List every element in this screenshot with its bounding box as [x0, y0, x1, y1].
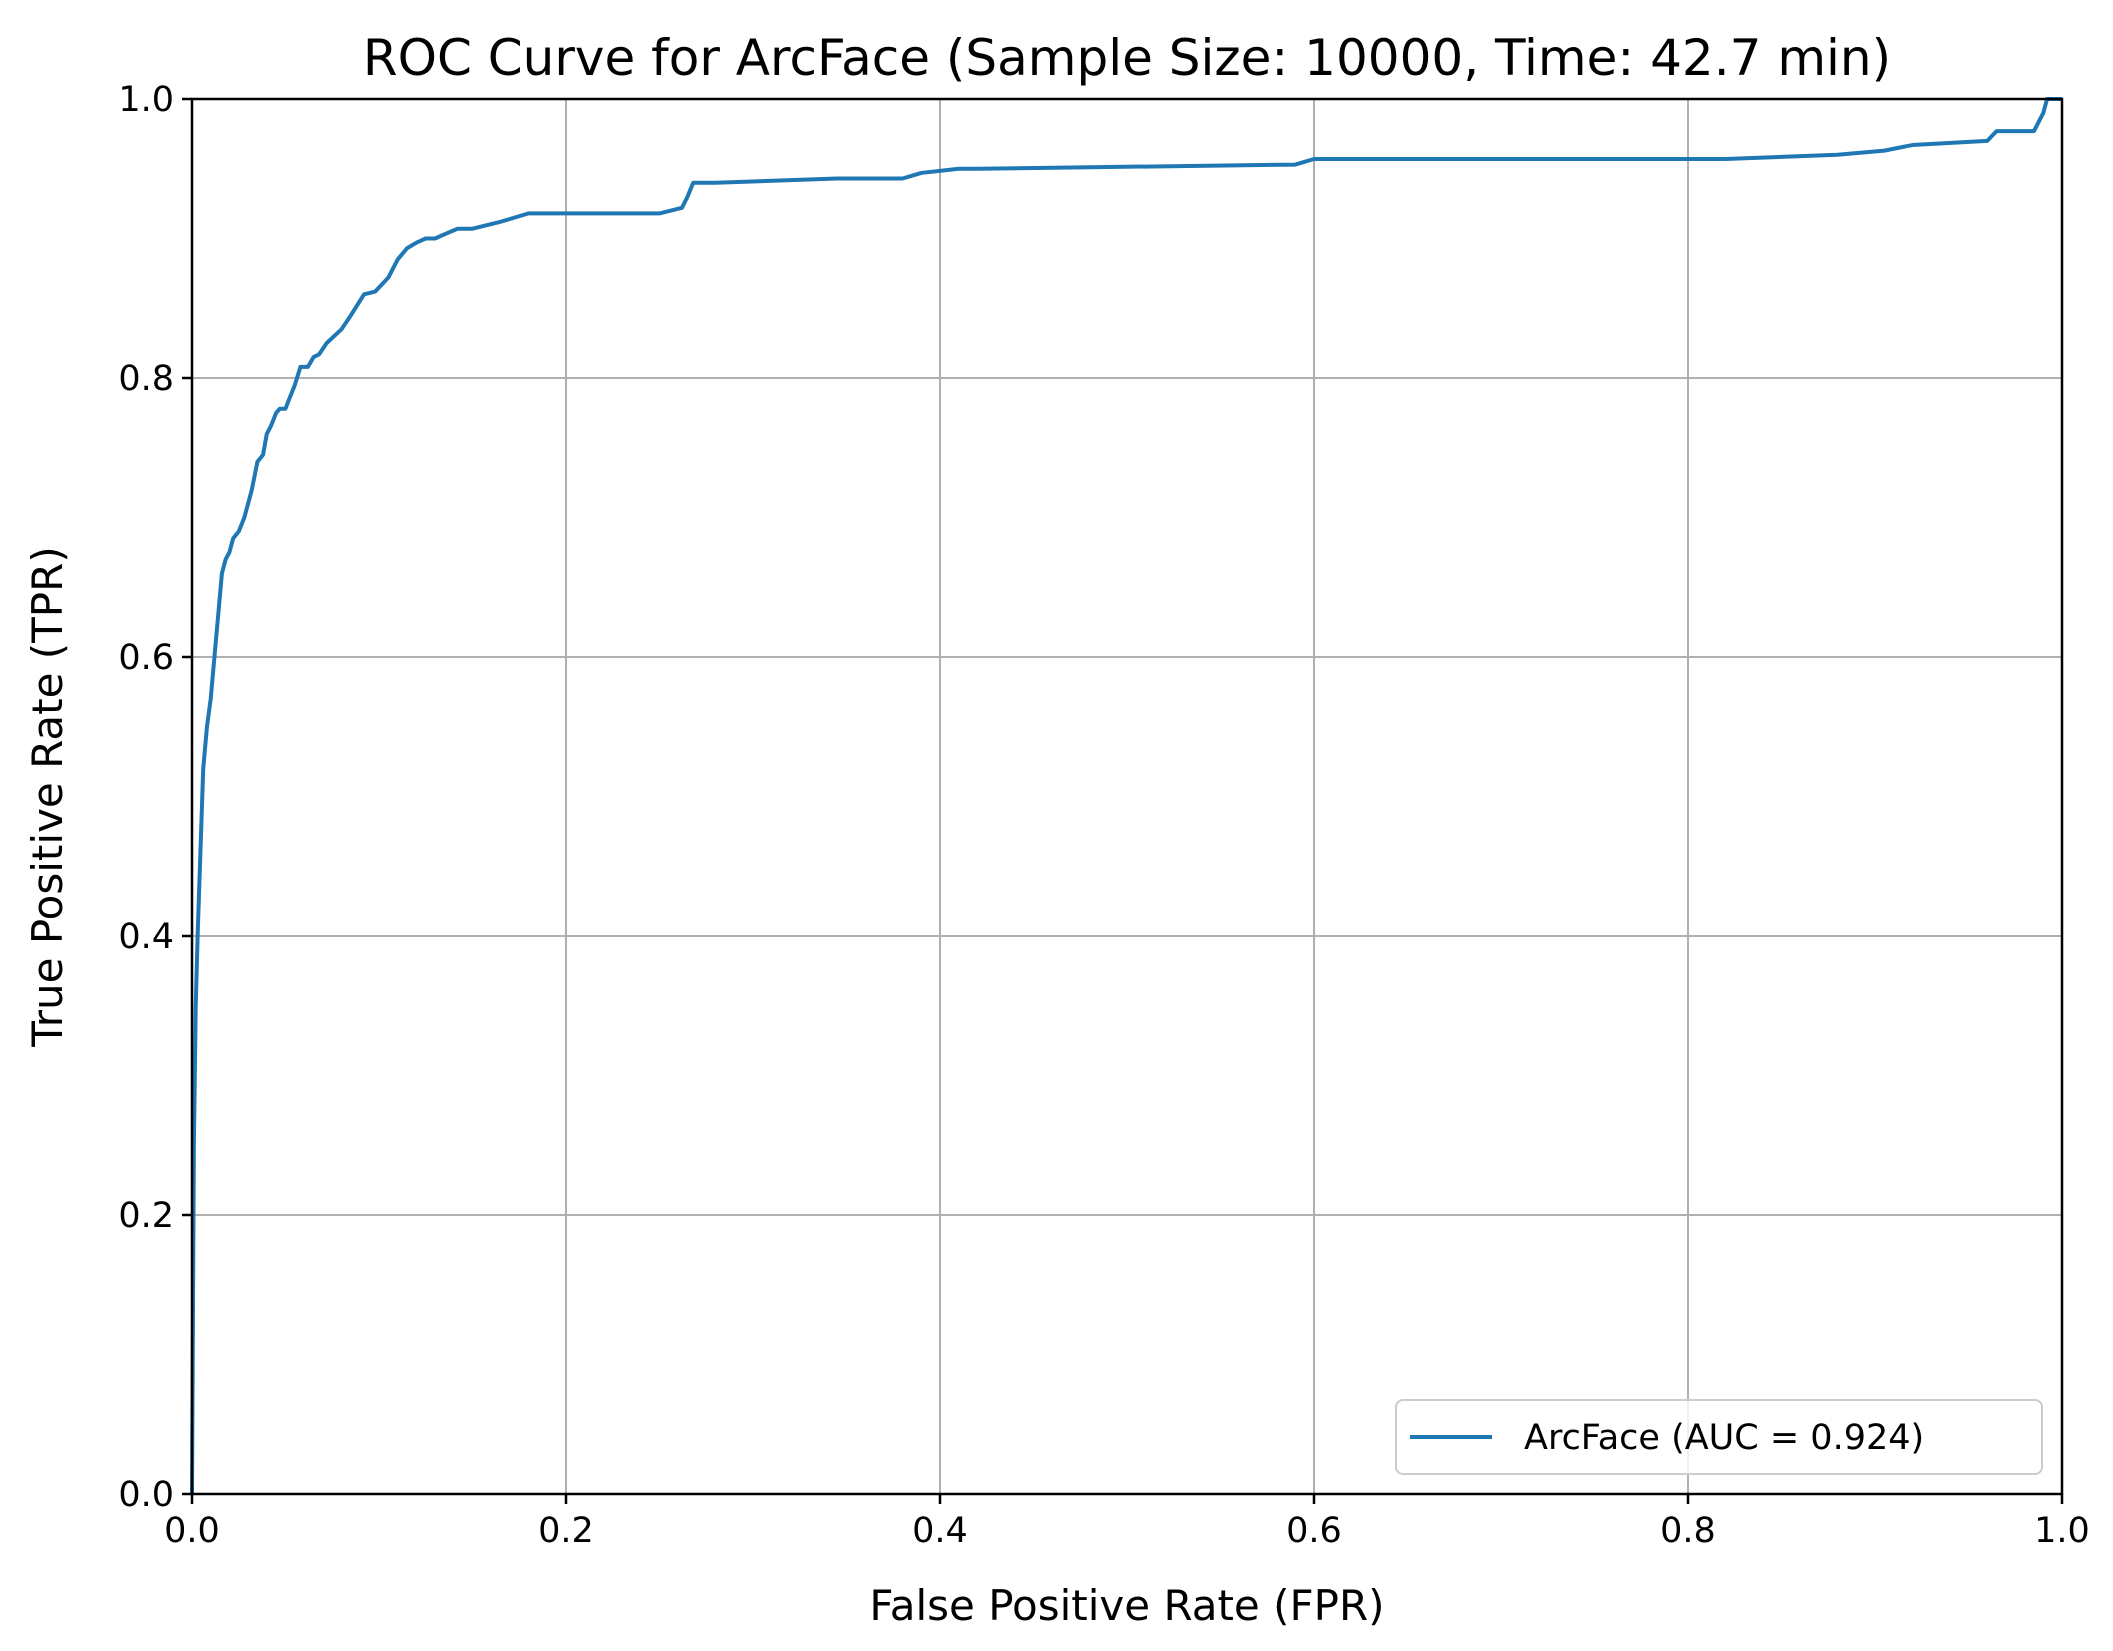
y-tick-label: 0.2 — [118, 1196, 174, 1236]
x-tick-label: 0.2 — [538, 1511, 594, 1551]
y-tick-label: 0.0 — [118, 1475, 174, 1515]
y-axis-label: True Positive Rate (TPR) — [23, 546, 72, 1047]
x-tick-label: 0.8 — [1660, 1511, 1716, 1551]
x-axis-label: False Positive Rate (FPR) — [869, 1581, 1384, 1630]
legend: ArcFace (AUC = 0.924) — [1395, 1399, 2043, 1475]
chart-title: ROC Curve for ArcFace (Sample Size: 1000… — [363, 29, 1891, 87]
x-tick-label: 0.4 — [912, 1511, 968, 1551]
y-tick-label: 0.4 — [118, 917, 174, 957]
legend-label: ArcFace (AUC = 0.924) — [1524, 1418, 1924, 1458]
y-tick-label: 0.6 — [118, 638, 174, 678]
legend-box — [1395, 1399, 2043, 1475]
ticks: 0.0 0.2 0.4 0.6 0.8 1.0 0.0 0.2 0.4 0.6 0.8 1.0 — [118, 80, 2090, 1551]
roc-curve-line — [190, 97, 2062, 1495]
x-tick-label: 1.0 — [2034, 1511, 2090, 1551]
y-tick-label: 1.0 — [118, 80, 174, 120]
curve-layer — [190, 97, 2062, 1495]
grid — [191, 98, 2063, 1495]
x-tick-label: 0.6 — [1286, 1511, 1342, 1551]
x-tick-label: 0.0 — [164, 1511, 220, 1551]
plot-frame — [190, 97, 2064, 1496]
y-tick-label: 0.8 — [118, 359, 174, 399]
